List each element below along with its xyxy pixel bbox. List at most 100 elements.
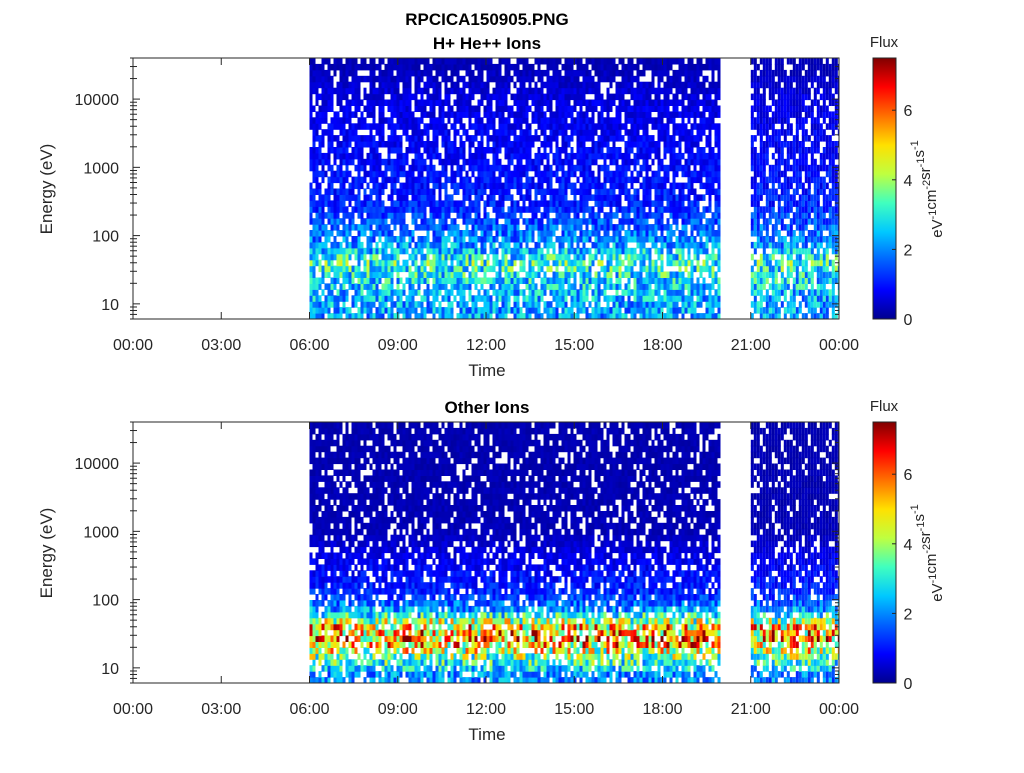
heatmap-cell [471, 313, 475, 319]
heatmap-cell [453, 147, 457, 154]
heatmap-cell [570, 182, 574, 190]
heatmap-cell [693, 105, 697, 112]
heatmap-cell [333, 194, 337, 201]
heatmap-cell [417, 212, 421, 219]
heatmap-cell [627, 200, 631, 207]
heatmap-cell [576, 158, 580, 166]
heatmap-cell [555, 289, 559, 296]
heatmap-cell [324, 152, 328, 160]
heatmap-cell [405, 224, 409, 231]
heatmap-cell [309, 158, 313, 166]
heatmap-cell [642, 212, 646, 219]
heatmap-cell [606, 253, 610, 261]
heatmap-cell [342, 69, 346, 77]
heatmap-cell [612, 58, 616, 65]
heatmap-cell [420, 206, 424, 213]
heatmap-cell [408, 182, 412, 190]
heatmap-cell [507, 301, 511, 308]
heatmap-cell [633, 253, 637, 261]
heatmap-cell [570, 283, 574, 290]
heatmap-cell [576, 188, 580, 195]
heatmap-cell [486, 135, 490, 142]
heatmap-cell [696, 69, 700, 77]
heatmap-cell [636, 58, 640, 65]
heatmap-cell [423, 111, 427, 118]
heatmap-cell [651, 212, 655, 219]
heatmap-cell [417, 277, 421, 284]
heatmap-cell [609, 69, 613, 77]
heatmap-cell [417, 58, 421, 65]
heatmap-cell [516, 182, 520, 190]
heatmap-cell [717, 313, 721, 319]
heatmap-cell [546, 188, 550, 195]
heatmap-cell [465, 241, 469, 249]
heatmap-cell [357, 206, 361, 213]
heatmap-cell [600, 141, 604, 148]
heatmap-cell [618, 105, 622, 112]
heatmap-cell [330, 164, 334, 172]
heatmap-cell [708, 164, 712, 172]
heatmap-cell [672, 158, 676, 166]
heatmap-cell [390, 194, 394, 201]
heatmap-cell [393, 123, 397, 130]
heatmap-cell [438, 277, 442, 284]
heatmap-cell [597, 69, 601, 77]
heatmap-cell [651, 69, 655, 77]
heatmap-cell [456, 75, 460, 83]
heatmap-cell [534, 307, 538, 314]
heatmap-cell [621, 69, 625, 77]
heatmap-cell [387, 230, 391, 237]
heatmap-cell [630, 289, 634, 296]
heatmap-cell [426, 111, 430, 118]
heatmap-cell [627, 230, 631, 237]
heatmap-cell [333, 123, 337, 130]
heatmap-cell [711, 301, 715, 308]
heatmap-cell [675, 69, 679, 77]
heatmap-cell [675, 75, 679, 83]
heatmap-cell [501, 295, 505, 302]
heatmap-cell [678, 271, 682, 278]
heatmap-cell [441, 277, 445, 284]
heatmap-cell [429, 99, 433, 106]
heatmap-cell [381, 295, 385, 302]
heatmap-cell [513, 236, 517, 243]
heatmap-cell [453, 123, 457, 130]
heatmap-cell [579, 158, 583, 166]
heatmap-cell [423, 182, 427, 190]
heatmap-cell [381, 58, 385, 65]
heatmap-cell [636, 241, 640, 249]
heatmap-cell [324, 224, 328, 231]
heatmap-cell [690, 241, 694, 249]
heatmap-cell [717, 194, 721, 201]
heatmap-cell [369, 271, 373, 278]
heatmap-cell [651, 135, 655, 142]
heatmap-cell [531, 277, 535, 284]
heatmap-cell [657, 123, 661, 130]
heatmap-cell [570, 69, 574, 77]
heatmap-cell [420, 182, 424, 190]
heatmap-cell [693, 236, 697, 243]
heatmap-cell [636, 129, 640, 136]
heatmap-cell [321, 75, 325, 83]
heatmap-cell [360, 75, 364, 83]
heatmap-cell [717, 200, 721, 207]
heatmap-cell [309, 283, 313, 290]
heatmap-cell [408, 277, 412, 284]
heatmap-cell [579, 194, 583, 201]
heatmap-cell [447, 236, 451, 243]
heatmap-cell [657, 289, 661, 296]
heatmap-cell [633, 63, 637, 71]
heatmap-cell [339, 158, 343, 166]
heatmap-cell [534, 289, 538, 296]
heatmap-cell [576, 313, 580, 319]
heatmap-cell [336, 265, 340, 273]
heatmap-cell [570, 135, 574, 142]
heatmap-cell [618, 283, 622, 290]
heatmap-cell [636, 188, 640, 195]
heatmap-cell [534, 224, 538, 231]
heatmap-cell [345, 194, 349, 201]
heatmap-cell [360, 313, 364, 319]
heatmap-cell [615, 277, 619, 284]
heatmap-cell [468, 253, 472, 261]
heatmap-cell [519, 259, 523, 267]
